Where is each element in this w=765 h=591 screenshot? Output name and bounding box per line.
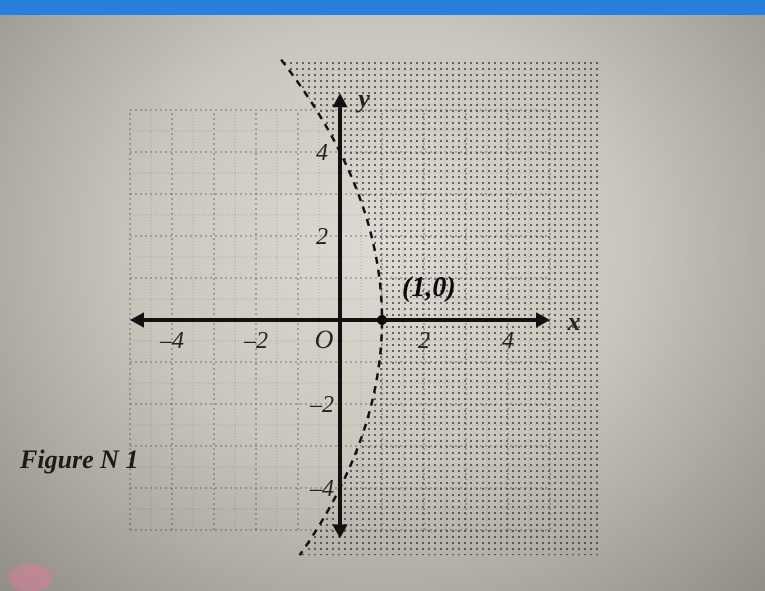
svg-text:–2: –2: [243, 328, 268, 354]
artifact-icon: [8, 564, 52, 591]
vertex-point-label: (1,0): [402, 272, 456, 303]
coordinate-graph: –4 –2 2 4 –4 –2 2 4 Ox y (1,0): [0, 0, 765, 591]
figure-label: Figure N 1: [20, 445, 138, 475]
x-axis-label: x: [567, 307, 581, 336]
shaded-region: [241, 60, 640, 556]
svg-text:4: 4: [316, 140, 328, 166]
origin-label: O: [315, 325, 334, 354]
svg-text:–4: –4: [159, 328, 184, 354]
vertex-point: [377, 315, 387, 325]
svg-text:4: 4: [502, 328, 514, 354]
svg-text:2: 2: [418, 328, 430, 354]
y-axis-label: y: [355, 84, 370, 113]
svg-text:2: 2: [316, 224, 328, 250]
svg-text:–4: –4: [309, 476, 334, 502]
svg-text:–2: –2: [309, 392, 334, 418]
